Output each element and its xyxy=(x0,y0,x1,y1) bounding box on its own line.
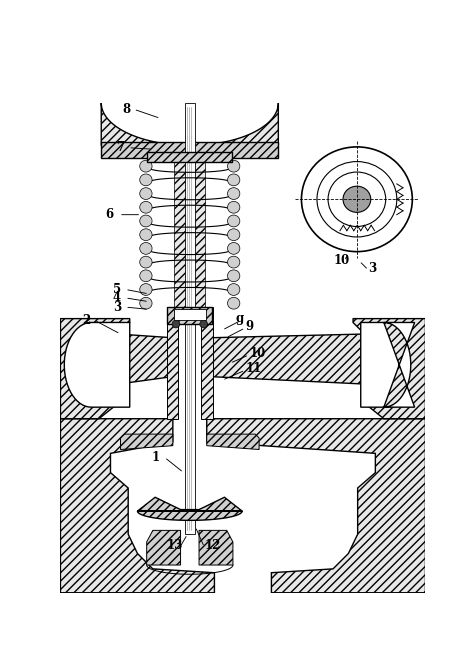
Text: 5: 5 xyxy=(113,283,121,296)
Ellipse shape xyxy=(140,174,152,186)
Text: 11: 11 xyxy=(245,362,262,375)
Polygon shape xyxy=(146,530,181,565)
Bar xyxy=(174,159,205,311)
Circle shape xyxy=(172,320,180,328)
Text: 9: 9 xyxy=(245,320,254,333)
Polygon shape xyxy=(207,419,425,593)
Text: 13: 13 xyxy=(167,539,183,552)
Bar xyxy=(167,307,178,419)
Text: 4: 4 xyxy=(113,291,121,304)
Polygon shape xyxy=(205,318,425,419)
Polygon shape xyxy=(64,322,130,407)
Ellipse shape xyxy=(228,229,240,240)
Ellipse shape xyxy=(301,147,412,252)
Ellipse shape xyxy=(140,229,152,240)
Text: 1: 1 xyxy=(151,451,159,464)
Polygon shape xyxy=(101,103,278,145)
Ellipse shape xyxy=(140,256,152,268)
Ellipse shape xyxy=(140,270,152,282)
Ellipse shape xyxy=(228,188,240,199)
Ellipse shape xyxy=(228,174,240,186)
Ellipse shape xyxy=(140,161,152,172)
Polygon shape xyxy=(361,322,415,407)
Ellipse shape xyxy=(140,242,152,254)
Text: 6: 6 xyxy=(105,208,113,221)
Bar xyxy=(167,307,212,324)
Ellipse shape xyxy=(228,297,240,309)
Text: 3: 3 xyxy=(368,262,377,275)
Text: 8: 8 xyxy=(122,103,130,116)
Text: g: g xyxy=(236,312,244,325)
Polygon shape xyxy=(60,318,174,419)
Bar xyxy=(147,153,232,162)
Ellipse shape xyxy=(228,215,240,227)
Ellipse shape xyxy=(228,201,240,213)
Ellipse shape xyxy=(140,201,152,213)
Text: 12: 12 xyxy=(204,539,221,552)
Polygon shape xyxy=(199,530,233,565)
Polygon shape xyxy=(137,498,242,520)
Circle shape xyxy=(200,320,208,328)
Ellipse shape xyxy=(228,242,240,254)
Ellipse shape xyxy=(328,172,386,226)
Ellipse shape xyxy=(228,270,240,282)
Text: 3: 3 xyxy=(113,300,121,314)
Text: 2: 2 xyxy=(82,314,90,326)
Bar xyxy=(173,310,206,320)
Polygon shape xyxy=(207,434,259,450)
Text: 10: 10 xyxy=(249,347,265,360)
Ellipse shape xyxy=(317,162,397,237)
Polygon shape xyxy=(120,434,173,450)
Text: 10: 10 xyxy=(334,254,350,267)
Polygon shape xyxy=(60,419,214,593)
Ellipse shape xyxy=(140,297,152,309)
Bar xyxy=(101,141,278,159)
Ellipse shape xyxy=(228,256,240,268)
Ellipse shape xyxy=(140,188,152,199)
Ellipse shape xyxy=(140,284,152,296)
Ellipse shape xyxy=(228,161,240,172)
Ellipse shape xyxy=(228,284,240,296)
Bar xyxy=(185,103,195,534)
Ellipse shape xyxy=(343,186,371,212)
Bar xyxy=(201,307,213,419)
Text: 7: 7 xyxy=(116,141,124,155)
Ellipse shape xyxy=(140,215,152,227)
